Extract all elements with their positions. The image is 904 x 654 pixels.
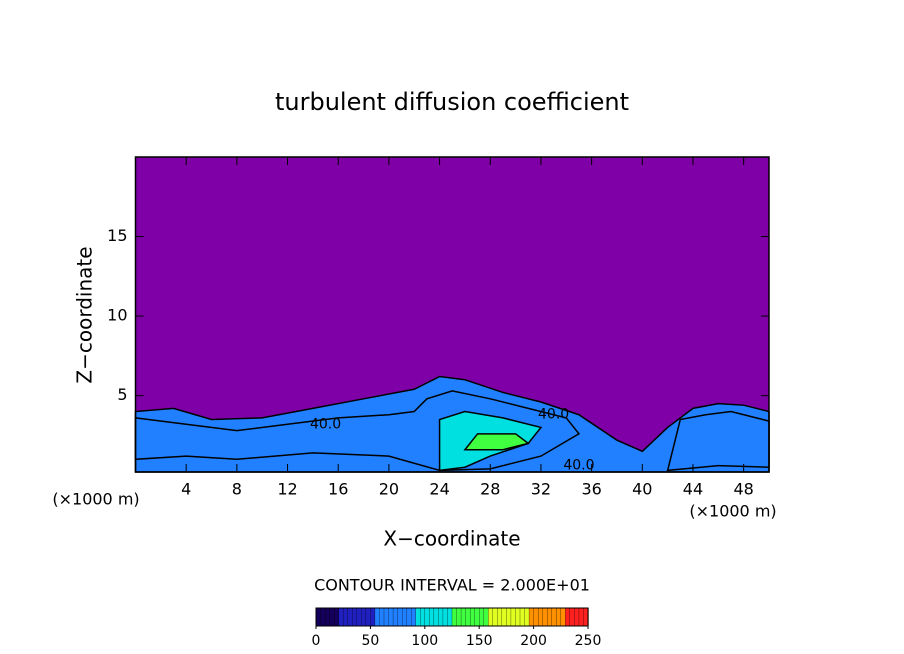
- colorbar-cell: [479, 607, 485, 627]
- colorbar-cell: [565, 607, 571, 627]
- colorbar-cell: [551, 607, 557, 627]
- colorbar-cell: [488, 607, 494, 627]
- colorbar-cell: [379, 607, 385, 627]
- y-axis-label: Z−coordinate: [73, 246, 97, 383]
- colorbar-cell: [497, 607, 503, 627]
- colorbar-cell: [456, 607, 462, 627]
- y-tick-label: 5: [117, 385, 127, 404]
- colorbar-tick-label: 250: [575, 633, 602, 649]
- x-tick-label: 8: [232, 480, 242, 499]
- colorbar-cell: [492, 607, 498, 627]
- colorbar-cell: [533, 607, 539, 627]
- colorbar-cell: [524, 607, 530, 627]
- colorbar-cell: [361, 607, 367, 627]
- colorbar-cell: [433, 607, 440, 627]
- colorbar-cell: [474, 607, 480, 627]
- colorbar-cell: [556, 607, 562, 627]
- contour-interval: CONTOUR INTERVAL = 2.000E+01: [314, 576, 590, 595]
- colorbar-cell: [338, 607, 344, 627]
- colorbar-cell: [420, 607, 426, 627]
- contour-label: 40.0: [563, 458, 594, 474]
- colorbar-cell: [388, 607, 394, 627]
- colorbar-cell: [415, 607, 421, 627]
- colorbar-cell: [324, 607, 331, 627]
- colorbar-cell: [333, 607, 340, 627]
- colorbar-cell: [465, 607, 471, 627]
- colorbar-cell: [352, 607, 358, 627]
- colorbar-cell: [447, 607, 453, 627]
- x-tick-label: 40: [632, 480, 652, 499]
- colorbar-tick-label: 200: [520, 633, 547, 649]
- contour-region: [666, 410, 770, 472]
- x-tick-label: 24: [429, 480, 449, 499]
- colorbar-cell: [569, 607, 576, 627]
- colorbar-cell: [383, 607, 390, 627]
- x-tick-label: 20: [379, 480, 399, 499]
- colorbar-cell: [397, 607, 403, 627]
- x-tick-label: 36: [581, 480, 601, 499]
- x-tick-label: 28: [480, 480, 500, 499]
- colorbar-cell: [365, 607, 372, 627]
- x-tick-label: 16: [328, 480, 348, 499]
- colorbar-tick-label: 150: [466, 633, 493, 649]
- colorbar-cell: [560, 607, 566, 627]
- colorbar-cell: [515, 607, 521, 627]
- colorbar-cell: [370, 607, 376, 627]
- contour-label: 40.0: [310, 416, 341, 432]
- x-unit-label: (×1000 m): [52, 490, 139, 509]
- colorbar-cell: [424, 607, 430, 627]
- colorbar-cell: [411, 607, 417, 627]
- colorbar-cell: [429, 607, 435, 627]
- colorbar-cell: [578, 607, 585, 627]
- colorbar-cell: [528, 607, 535, 627]
- colorbar-cell: [406, 607, 412, 627]
- x-tick-label: 4: [181, 480, 191, 499]
- colorbar-tick-label: 0: [312, 633, 321, 649]
- y-tick-label: 10: [107, 306, 127, 325]
- colorbar-cell: [537, 607, 544, 627]
- colorbar-cell: [392, 607, 399, 627]
- colorbar-cell: [343, 607, 349, 627]
- contour-label: 40.0: [538, 407, 569, 423]
- colorbar-cell: [460, 607, 467, 627]
- colorbar-cell: [438, 607, 444, 627]
- x-unit-label: (×1000 m): [689, 502, 776, 521]
- colorbar-cell: [510, 607, 517, 627]
- colorbar-cell: [574, 607, 580, 627]
- colorbar-frame: [315, 607, 589, 627]
- y-tick-label: 15: [107, 226, 127, 245]
- x-tick-label: 48: [733, 480, 753, 499]
- colorbar-tick-label: 50: [361, 633, 379, 649]
- chart-title: turbulent diffusion coefficient: [275, 88, 629, 116]
- colorbar-cell: [542, 607, 548, 627]
- x-tick-label: 44: [683, 480, 703, 499]
- colorbar-cell: [506, 607, 512, 627]
- x-axis-label: X−coordinate: [383, 527, 520, 551]
- colorbar-cell: [451, 607, 458, 627]
- colorbar-cell: [401, 607, 408, 627]
- colorbar-cell: [329, 607, 335, 627]
- colorbar-cell: [501, 607, 508, 627]
- x-tick-label: 12: [277, 480, 297, 499]
- colorbar-cell: [469, 607, 476, 627]
- colorbar-cell: [315, 607, 322, 627]
- contour-region: [463, 433, 530, 451]
- colorbar-tick-label: 100: [411, 633, 438, 649]
- plot-frame: [134, 156, 770, 473]
- colorbar-cell: [442, 607, 449, 627]
- colorbar-cell: [347, 607, 353, 627]
- colorbar-cell: [356, 607, 362, 627]
- colorbar-cell: [320, 607, 326, 627]
- colorbar-cell: [547, 607, 553, 627]
- colorbar-cell: [483, 607, 489, 627]
- x-tick-label: 32: [531, 480, 551, 499]
- colorbar-cell: [374, 607, 381, 627]
- colorbar-cell: [519, 607, 526, 627]
